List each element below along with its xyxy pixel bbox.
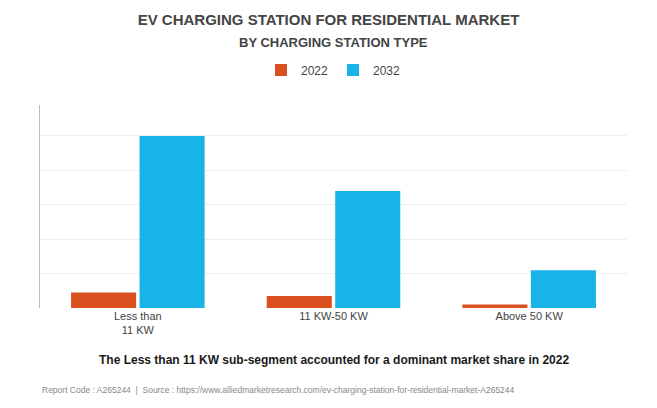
svg-text:BY CHARGING STATION TYPE: BY CHARGING STATION TYPE	[239, 35, 428, 50]
svg-text:11 KW-50 KW: 11 KW-50 KW	[299, 310, 368, 322]
svg-text:EV CHARGING STATION FOR RESIDE: EV CHARGING STATION FOR RESIDENTIAL MARK…	[138, 11, 520, 28]
svg-text:Report Code : A265244 | Sour: Report Code : A265244 | Source : https:/…	[42, 385, 515, 395]
svg-text:2022: 2022	[301, 64, 328, 78]
svg-text:2032: 2032	[373, 64, 400, 78]
svg-text:Less than11 KW: Less than11 KW	[114, 310, 162, 336]
svg-text:Above 50 KW: Above 50 KW	[496, 310, 564, 322]
svg-text:The Less than 11 KW sub-segmen: The Less than 11 KW sub-segment accounte…	[99, 353, 569, 367]
